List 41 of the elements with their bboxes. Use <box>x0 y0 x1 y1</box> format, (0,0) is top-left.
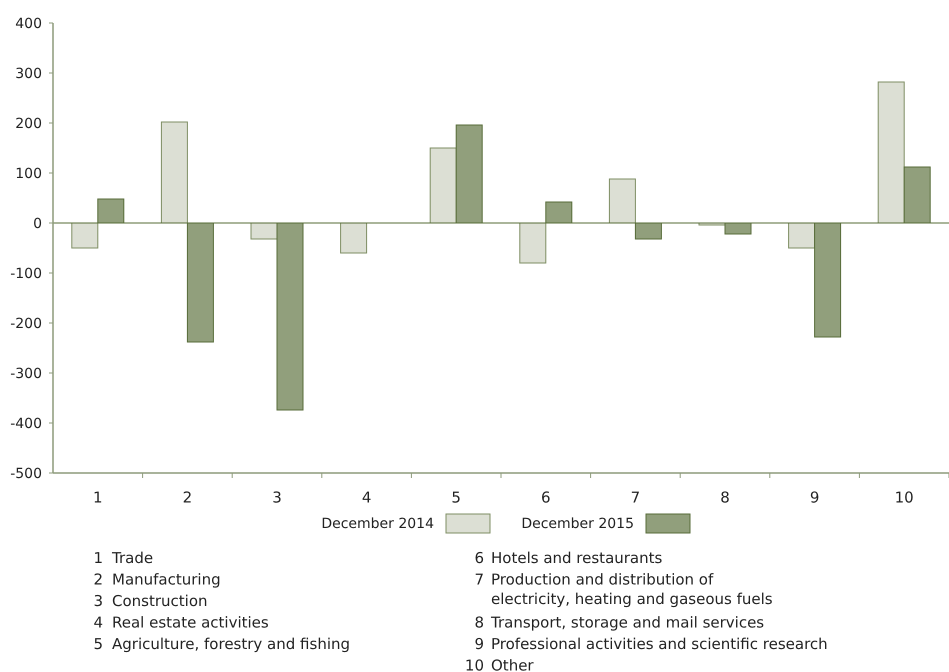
bar <box>430 148 457 224</box>
text: 7 Production and distribution of electricity, heating and gaseous fuels <box>474 570 773 608</box>
bar <box>71 222 98 248</box>
bar <box>250 222 278 240</box>
bar <box>878 82 905 224</box>
text: 3 Construction <box>93 592 208 610</box>
y-tick-label: -500 <box>10 466 42 482</box>
x-tick-label: 5 <box>451 488 461 506</box>
text: 10 Other <box>464 656 534 672</box>
x-tick-label: 3 <box>272 488 282 506</box>
bar <box>340 222 368 254</box>
text: 6 Hotels and restaurants <box>474 549 663 567</box>
x-tick-label: 10 <box>894 488 914 506</box>
y-tick-label: -400 <box>10 416 42 432</box>
text: 2 Manufacturing <box>93 570 221 588</box>
x-tick-label: 4 <box>362 488 372 506</box>
bar <box>160 122 188 224</box>
x-tick-label: 9 <box>810 488 820 506</box>
text: 8 Transport, storage and mail services <box>474 614 764 632</box>
legend-label: December 2015 <box>521 516 634 532</box>
y-tick-label: -300 <box>10 366 42 382</box>
legend-label: December 2014 <box>321 516 434 532</box>
bar <box>608 178 636 224</box>
x-tick-label: 6 <box>541 488 551 506</box>
y-tick-label: 200 <box>15 116 42 132</box>
bar <box>788 222 816 248</box>
x-tick-label: 1 <box>93 488 103 506</box>
x-tick-label: 7 <box>630 488 640 506</box>
text: 4 Real estate activities <box>93 614 269 632</box>
y-tick-label: 300 <box>15 66 42 82</box>
text: 1 Trade <box>93 549 154 567</box>
y-tick-label: 400 <box>15 16 42 32</box>
bar <box>519 222 546 264</box>
y-tick-label: 0 <box>33 216 42 232</box>
x-tick-label: 8 <box>720 488 730 506</box>
text: 5 Agriculture, forestry and fishing <box>93 635 350 653</box>
x-tick-label: 2 <box>182 488 192 506</box>
y-tick-label: 100 <box>15 166 42 182</box>
text: 9 Professional activities and scientific research <box>474 635 828 653</box>
y-tick-label: -200 <box>10 316 42 332</box>
y-tick-label: -100 <box>10 266 42 282</box>
